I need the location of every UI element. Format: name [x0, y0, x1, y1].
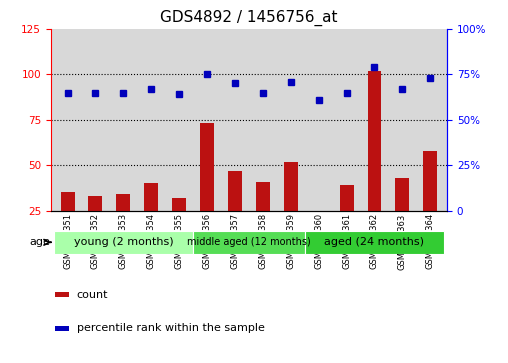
- Text: young (2 months): young (2 months): [74, 237, 173, 247]
- Bar: [256, 182, 270, 211]
- Bar: [228, 171, 242, 211]
- Bar: [193, 231, 305, 254]
- Bar: [395, 178, 409, 211]
- Bar: [367, 71, 382, 211]
- Text: age: age: [29, 237, 50, 247]
- Bar: [116, 194, 131, 211]
- Bar: [423, 151, 437, 211]
- Bar: [200, 123, 214, 211]
- Bar: [340, 185, 354, 211]
- Title: GDS4892 / 1456756_at: GDS4892 / 1456756_at: [160, 10, 338, 26]
- Bar: [88, 196, 103, 211]
- Bar: [60, 192, 75, 211]
- Text: percentile rank within the sample: percentile rank within the sample: [77, 323, 265, 333]
- Bar: [284, 162, 298, 211]
- Bar: [53, 231, 193, 254]
- Text: middle aged (12 months): middle aged (12 months): [187, 237, 311, 247]
- Bar: [55, 326, 69, 331]
- Bar: [305, 231, 444, 254]
- Text: count: count: [77, 290, 108, 299]
- Bar: [172, 198, 186, 211]
- Text: aged (24 months): aged (24 months): [325, 237, 425, 247]
- Bar: [144, 183, 158, 211]
- Bar: [55, 292, 69, 297]
